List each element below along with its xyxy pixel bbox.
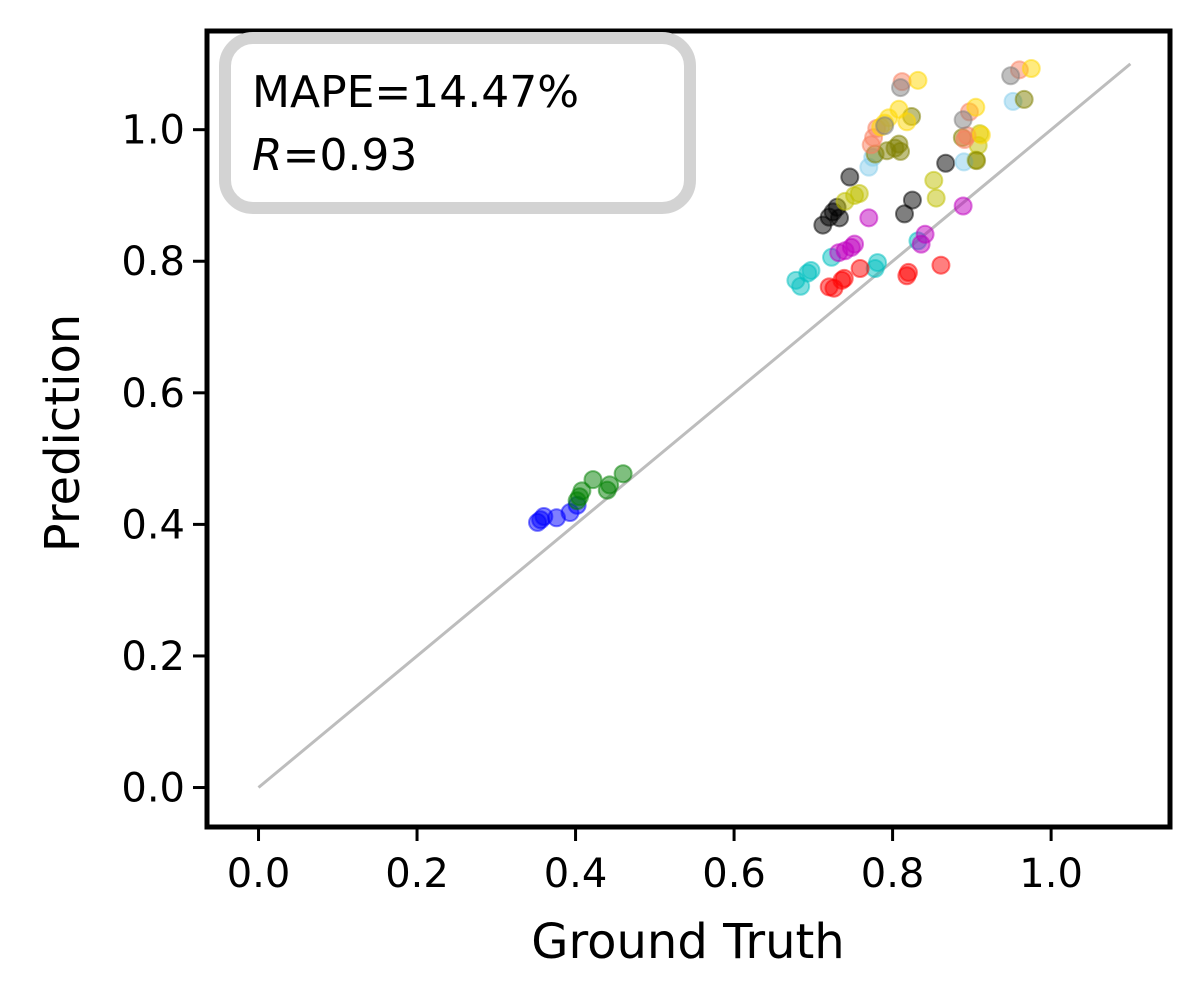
data-point xyxy=(971,125,991,145)
data-point xyxy=(868,253,888,273)
data-point xyxy=(859,208,879,228)
x-tick-label: 0.2 xyxy=(385,851,449,897)
data-point xyxy=(924,170,944,190)
x-tick-label: 0.6 xyxy=(702,851,766,897)
stats-box: MAPE=14.47% R=0.93 xyxy=(219,32,696,214)
data-point xyxy=(926,188,946,208)
data-point xyxy=(931,255,951,275)
identity-reference-line xyxy=(257,62,1132,789)
x-tick-label: 0.8 xyxy=(861,851,925,897)
points-layer xyxy=(528,58,1041,532)
y-axis-label: Prediction xyxy=(35,314,91,552)
mape-text: MAPE=14.47% xyxy=(252,67,579,118)
data-point xyxy=(1014,89,1034,109)
data-point xyxy=(801,260,821,280)
y-tick-label: 0.4 xyxy=(121,502,185,548)
y-tick-label: 0.0 xyxy=(121,766,185,812)
data-point xyxy=(572,481,592,501)
data-point xyxy=(850,258,870,278)
x-tick-label: 0.4 xyxy=(544,851,608,897)
data-point xyxy=(1001,66,1021,86)
series-blue xyxy=(528,495,587,532)
series-green xyxy=(567,464,633,511)
x-axis-label: Ground Truth xyxy=(531,914,844,970)
r-text: R=0.93 xyxy=(252,130,417,181)
data-point xyxy=(936,153,956,173)
data-point xyxy=(834,268,854,288)
series-gray xyxy=(875,66,1021,136)
plot-frame xyxy=(204,28,1173,830)
data-point xyxy=(966,97,986,117)
r-value: =0.93 xyxy=(283,130,418,181)
data-point xyxy=(613,464,633,484)
data-point xyxy=(875,116,895,136)
y-tick-label: 1.0 xyxy=(121,108,185,154)
data-point xyxy=(897,112,917,132)
data-point xyxy=(898,262,918,282)
y-tick-label: 0.8 xyxy=(121,239,185,285)
series-red xyxy=(819,255,951,298)
y-tick-label: 0.6 xyxy=(121,371,185,417)
series-magenta xyxy=(829,196,973,263)
data-point xyxy=(902,190,922,210)
x-tick-label: 1.0 xyxy=(1019,851,1083,897)
data-point xyxy=(849,183,869,203)
data-point xyxy=(840,167,860,187)
data-point xyxy=(915,224,935,244)
ticks-layer: 0.0 0.2 0.4 0.6 0.8 1.0 0.0 0.2 0.4 0.6 0.8 1.0 xyxy=(121,108,1083,897)
data-point xyxy=(1021,58,1041,78)
data-point xyxy=(891,78,911,98)
data-point xyxy=(845,234,865,254)
data-point xyxy=(908,70,928,90)
y-tick-label: 0.2 xyxy=(121,634,185,680)
data-point xyxy=(600,475,620,495)
stats-box-frame xyxy=(219,32,696,214)
data-point xyxy=(953,196,973,216)
reference-line-layer xyxy=(257,62,1132,789)
data-point xyxy=(967,151,987,171)
data-point xyxy=(891,141,911,161)
data-point xyxy=(583,470,603,490)
data-point xyxy=(894,204,914,224)
series-black xyxy=(813,153,956,235)
data-point xyxy=(953,110,973,130)
r-symbol: R xyxy=(252,130,283,181)
data-point xyxy=(829,208,849,228)
x-tick-label: 0.0 xyxy=(227,851,291,897)
